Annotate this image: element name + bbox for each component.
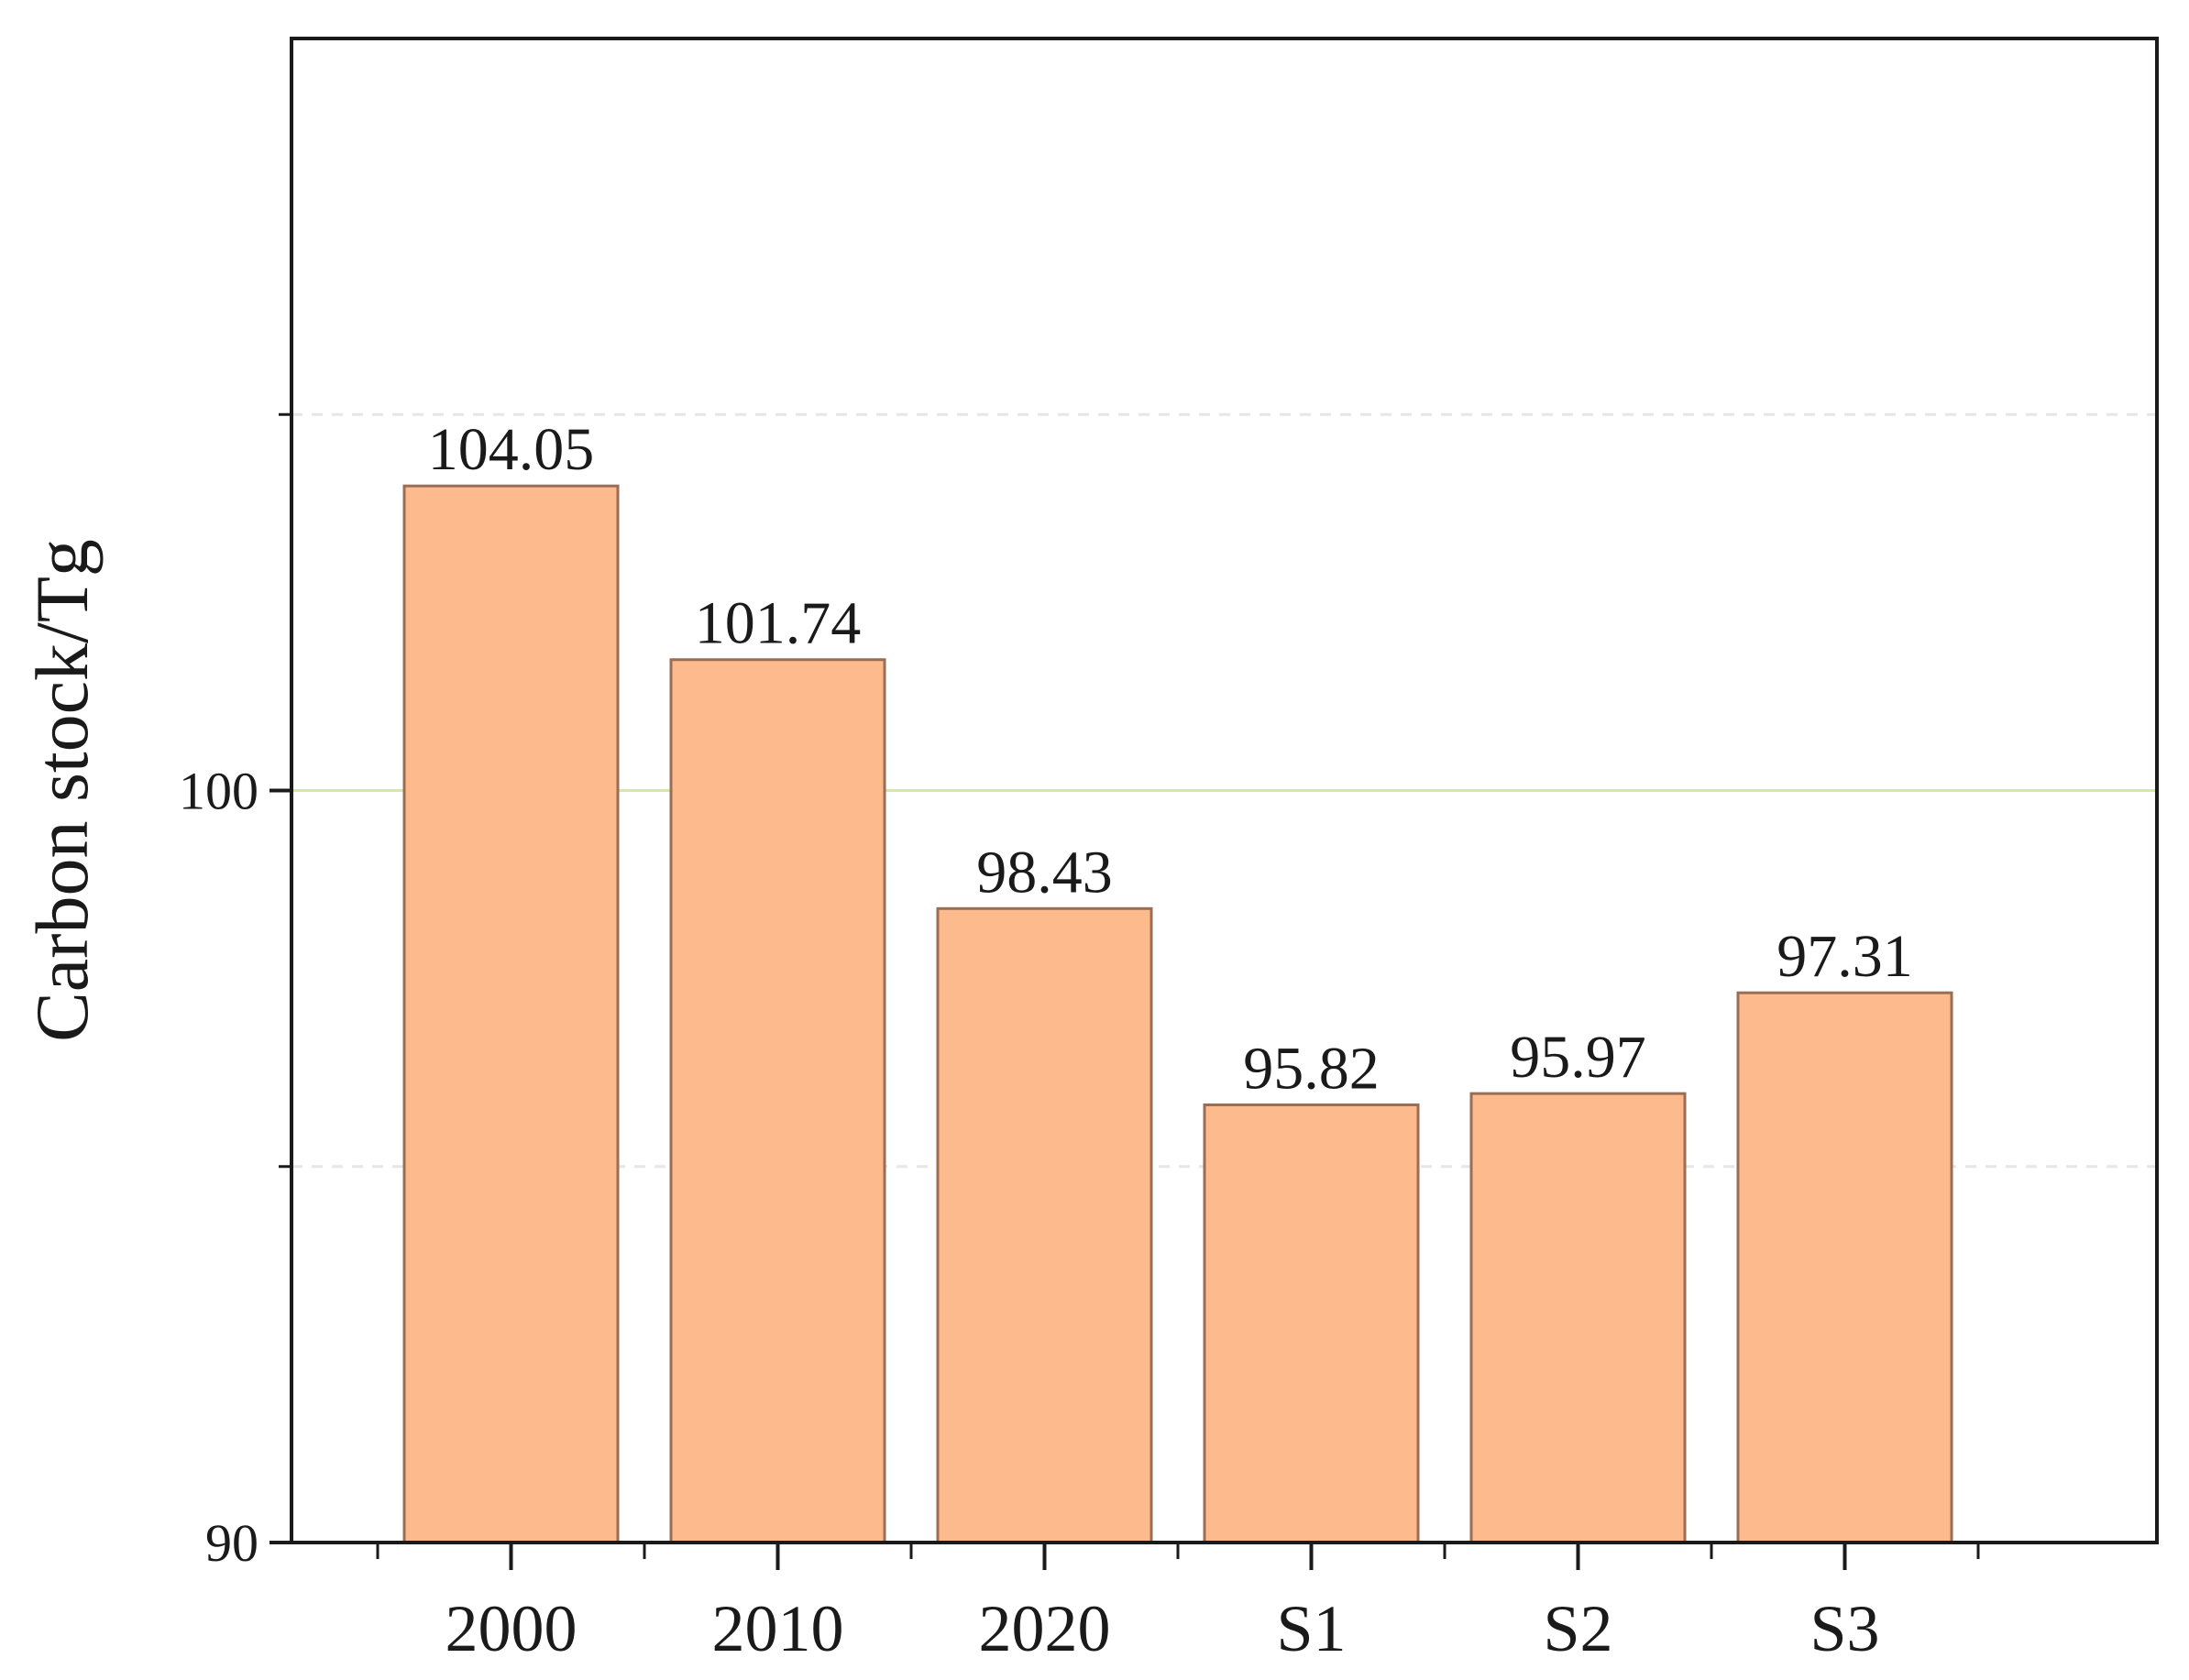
- y-axis-ticks: 90 100: [179, 412, 292, 1573]
- bar-S2: [1469, 1092, 1687, 1544]
- x-tick-label-2010: 2010: [712, 1592, 844, 1665]
- bar-S1: [1203, 1103, 1420, 1544]
- data-label-2020: 98.43: [976, 839, 1113, 906]
- data-label-S3: 97.31: [1776, 923, 1913, 990]
- y-axis-title: Carbon stock/Tg: [20, 539, 104, 1042]
- x-tick-label-S3: S3: [1810, 1592, 1879, 1665]
- x-tick-label-S1: S1: [1276, 1592, 1346, 1665]
- bar-2020: [936, 906, 1153, 1544]
- x-tick-label-2000: 2000: [446, 1592, 578, 1665]
- data-label-S1: 95.82: [1243, 1035, 1380, 1102]
- bars: [402, 484, 1953, 1544]
- bar-2000: [402, 484, 620, 1544]
- y-tick-label-100: 100: [179, 762, 258, 821]
- data-label-2000: 104.05: [428, 416, 595, 483]
- bar-S3: [1736, 991, 1953, 1544]
- data-label-2010: 101.74: [695, 590, 862, 657]
- bar-2010: [669, 658, 886, 1544]
- x-axis-ticks: 2000 2010 2020 S1 S2 S3: [376, 1543, 1980, 1665]
- x-tick-label-2020: 2020: [979, 1592, 1111, 1665]
- data-labels: 104.05 101.74 98.43 95.82 95.97 97.31: [428, 416, 1913, 1102]
- data-label-S2: 95.97: [1510, 1024, 1646, 1091]
- y-tick-label-90: 90: [205, 1513, 258, 1573]
- x-tick-label-S2: S2: [1543, 1592, 1612, 1665]
